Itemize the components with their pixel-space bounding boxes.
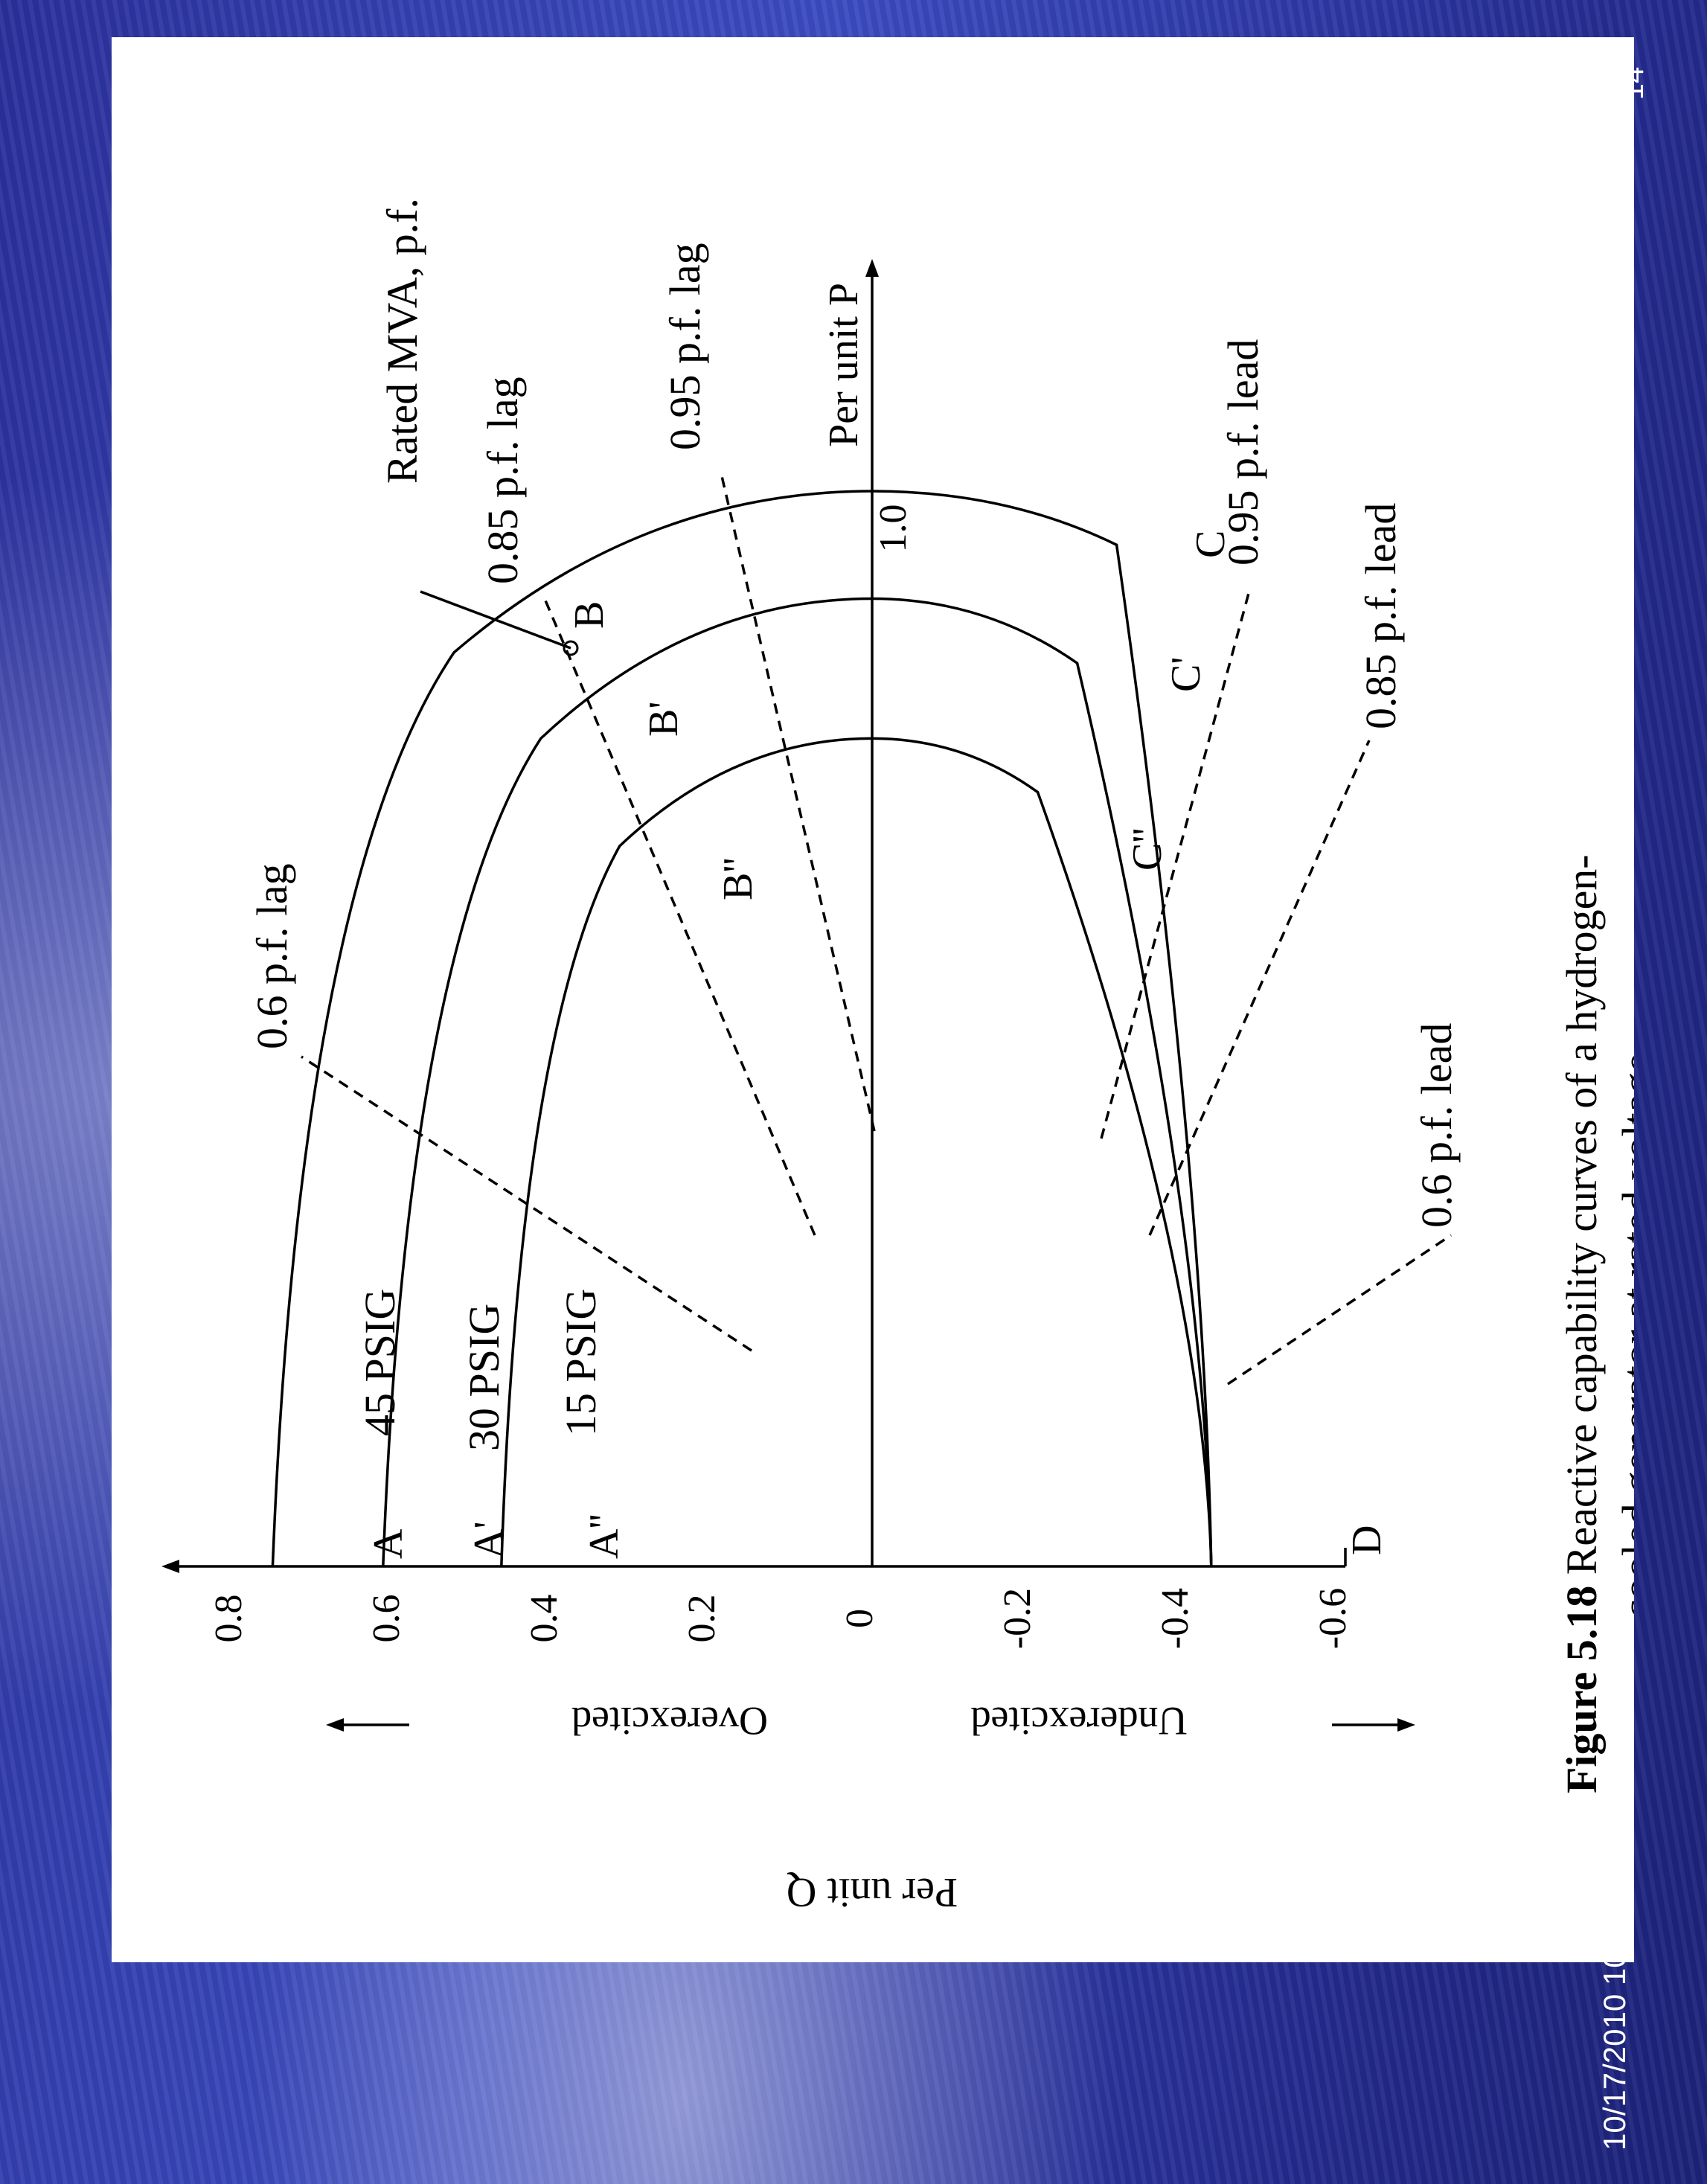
pf-06-lead-line [1227,1234,1452,1386]
pf-06-lag-label: 0.6 p.f. lag [248,863,296,1049]
point-label-a: A [365,1528,411,1559]
rated-mva-label: Rated MVA, p.f. [378,198,426,484]
pf-095-lead-label: 0.95 p.f. lead [1219,339,1267,566]
q-tick-label: 0.8 [208,1595,250,1643]
chart-labels: 0.8 0.6 0.4 0.2 0 -0.2 -0.4 -0.6 1.0 Per unit P Pe… [208,198,1634,1915]
caption-number: Figure 5.18 [1557,1575,1606,1793]
q-tick-label: 0.4 [523,1595,566,1643]
rated-point [563,640,579,656]
caption-text: Reactive capability curves of a hydrogen… [1557,854,1606,1575]
curve-15-psig [500,737,1213,1567]
point-label-b-prime: B' [641,702,687,737]
slide-timestamp: 10/17/2010 10:20 AM [1597,1853,1632,2151]
curve-45-psig [271,490,1213,1567]
pf-085-lag-label: 0.85 p.f. lag [478,377,527,584]
pf-06-lead-label: 0.6 p.f. lead [1412,1023,1461,1228]
pf-085-lead-line [1148,740,1371,1236]
capability-curves [271,490,1213,1567]
underexcited-label: Underexcited [971,1699,1188,1743]
point-label-a-double: A'' [581,1514,627,1559]
p-tick-label: 1.0 [872,505,915,553]
q-tick-label: 0.2 [681,1595,723,1643]
q-axis-title: Per unit Q [787,1869,958,1915]
q-tick-label: 0.6 [365,1595,408,1643]
pf-095-lag-line [720,475,876,1132]
pf-095-lag-label: 0.95 p.f. lag [661,243,709,450]
p-axis-title: Per unit P [821,283,867,447]
q-tick-label: -0.2 [996,1588,1039,1649]
curve-30-psig [382,597,1213,1567]
rated-mva-leader [420,590,571,650]
axes [161,259,1415,1732]
q-tick-label: 0 [839,1609,881,1628]
q-tick-label: -0.6 [1312,1588,1354,1649]
overexcited-label: Overexcited [571,1699,768,1743]
point-label-b-double: B'' [715,857,761,900]
series-label: 45 PSIG [356,1289,404,1436]
point-label-c: C [1188,531,1234,558]
q-tick-label: -0.4 [1154,1588,1197,1649]
point-label-c-double: C'' [1124,827,1170,871]
pf-095-lead-line [1100,587,1252,1139]
figure-caption-line2: cooled generator at rated voltage [1613,1053,1634,1618]
series-label: 15 PSIG [557,1289,605,1436]
pf-085-lead-label: 0.85 p.f. lead [1357,503,1405,729]
capability-chart: 0.8 0.6 0.4 0.2 0 -0.2 -0.4 -0.6 1.0 Per unit P Pe… [161,198,1634,1915]
pf-085-lag-line [542,595,816,1236]
point-label-a-prime: A' [466,1521,512,1559]
series-label: 30 PSIG [460,1304,508,1451]
point-label-d: D [1344,1525,1390,1555]
slide-number: 14 [1617,66,1650,100]
point-label-b: B [566,601,612,629]
figure-card: 0.8 0.6 0.4 0.2 0 -0.2 -0.4 -0.6 1.0 Per unit P Pe… [112,37,1634,1962]
point-label-c-prime: C' [1163,657,1209,692]
figure-caption: Figure 5.18 Reactive capability curves o… [1557,854,1606,1793]
